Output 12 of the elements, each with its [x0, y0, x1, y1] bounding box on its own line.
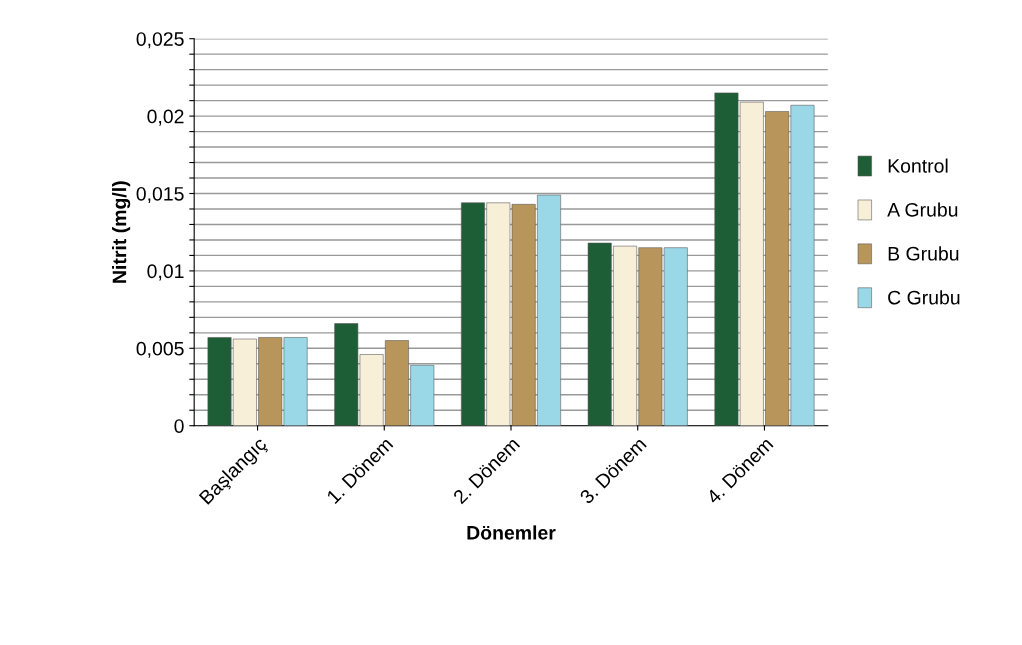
legend-label: Kontrol: [888, 158, 948, 173]
y-axis-title: Nitrit (mg/l): [112, 181, 131, 283]
y-tick-label: 0,025: [136, 32, 184, 49]
y-tick-label: 0,02: [147, 109, 184, 126]
legend-label: C Grubu: [888, 290, 960, 305]
legend-label: B Grubu: [888, 246, 959, 261]
x-axis-title: Dönemler: [467, 525, 556, 540]
y-tick-label: 0,01: [147, 264, 184, 281]
y-tick-label: 0,015: [136, 186, 184, 204]
y-tick-label: 0,005: [136, 341, 184, 358]
y-tick-label: 0: [174, 419, 184, 433]
legend-label: A Grubu: [887, 202, 958, 217]
